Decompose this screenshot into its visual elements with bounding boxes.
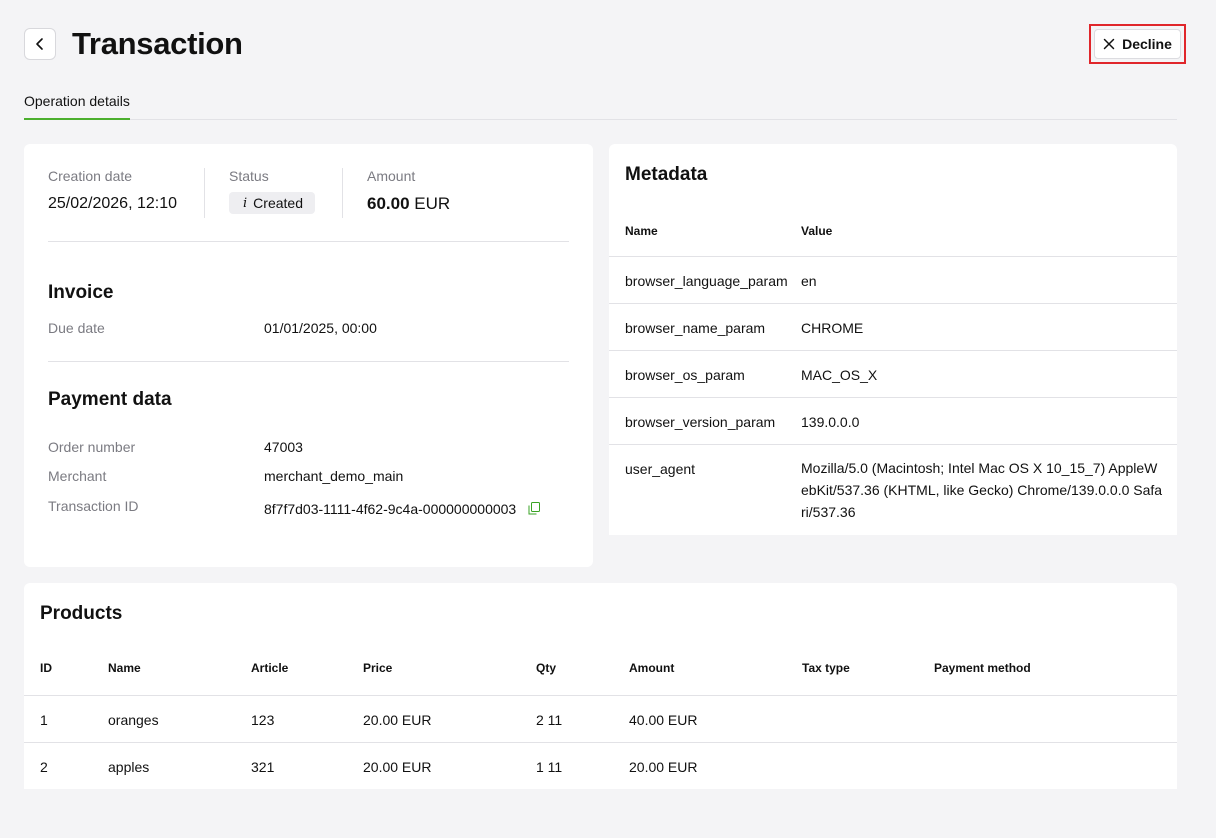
page-title: Transaction <box>72 26 243 61</box>
table-row: browser_os_param MAC_OS_X <box>609 351 1177 398</box>
order-number-label: Order number <box>48 439 136 455</box>
metadata-value: Mozilla/5.0 (Macintosh; Intel Mac OS X 1… <box>801 460 1163 520</box>
amount-label: Amount <box>367 168 416 184</box>
metadata-value: CHROME <box>801 320 864 336</box>
decline-label: Decline <box>1122 36 1172 52</box>
col-qty: Qty <box>536 661 557 675</box>
product-amount: 40.00 EUR <box>629 712 698 728</box>
product-qty: 2 11 <box>536 712 563 728</box>
col-amount: Amount <box>629 661 675 675</box>
status-badge: i Created <box>229 192 315 214</box>
creation-date-value: 25/02/2026, 12:10 <box>48 195 178 212</box>
product-qty: 1 11 <box>536 759 563 775</box>
transaction-id-label: Transaction ID <box>48 498 139 514</box>
product-name: apples <box>108 759 150 775</box>
products-table-header: ID Name Article Price Qty Amount Tax typ… <box>24 661 1177 696</box>
amount-value: 60.00 EUR <box>367 194 450 214</box>
payment-data-title: Payment data <box>48 389 172 410</box>
product-article: 321 <box>251 759 275 775</box>
invoice-title: Invoice <box>48 282 114 303</box>
product-price: 20.00 EUR <box>363 759 432 775</box>
due-date-label: Due date <box>48 320 105 336</box>
merchant-label: Merchant <box>48 468 107 484</box>
product-name: oranges <box>108 712 159 728</box>
creation-date-label: Creation date <box>48 168 133 184</box>
transaction-summary: Creation date 25/02/2026, 12:10 Status i… <box>48 168 569 242</box>
metadata-name: browser_os_param <box>625 367 745 383</box>
merchant-value: merchant_demo_main <box>264 468 404 484</box>
page-header: Transaction Decline <box>24 24 1186 66</box>
status-label: Status <box>229 168 269 184</box>
metadata-value: 139.0.0.0 <box>801 414 860 430</box>
status-value: Created <box>253 195 303 211</box>
product-article: 123 <box>251 712 275 728</box>
decline-highlight: Decline <box>1089 24 1186 64</box>
col-price: Price <box>363 661 393 675</box>
status-block: Status i Created <box>229 168 315 218</box>
metadata-col-name: Name <box>625 224 658 238</box>
table-row: 1 oranges 123 20.00 EUR 2 11 40.00 EUR <box>24 696 1177 743</box>
creation-date-block: Creation date 25/02/2026, 12:10 <box>48 168 177 218</box>
info-icon: i <box>243 195 248 211</box>
product-price: 20.00 EUR <box>363 712 432 728</box>
metadata-value: MAC_OS_X <box>801 367 878 383</box>
products-card: Products ID Name Article Price Qty Amoun… <box>24 583 1177 789</box>
metadata-table-header: Name Value <box>609 224 1177 257</box>
metadata-name: browser_language_param <box>625 273 788 289</box>
col-name: Name <box>108 661 141 675</box>
table-row: user_agent Mozilla/5.0 (Macintosh; Intel… <box>609 445 1177 535</box>
col-article: Article <box>251 661 289 675</box>
summary-divider <box>342 168 343 218</box>
transaction-id-value: 8f7f7d03-1111-4f62-9c4a-000000000003 <box>264 501 517 517</box>
amount-currency: EUR <box>414 194 451 213</box>
col-tax-type: Tax type <box>802 661 850 675</box>
summary-divider <box>204 168 205 218</box>
section-divider <box>48 361 569 362</box>
order-number-value: 47003 <box>264 439 303 455</box>
back-button[interactable] <box>24 28 56 60</box>
metadata-name: user_agent <box>625 461 696 477</box>
product-id: 2 <box>40 759 48 775</box>
chevron-left-icon <box>36 38 43 50</box>
tab-operation-details[interactable]: Operation details <box>24 90 130 120</box>
decline-button[interactable]: Decline <box>1094 29 1181 59</box>
amount-number: 60.00 <box>367 194 410 213</box>
products-title: Products <box>40 603 123 624</box>
copy-icon[interactable] <box>528 502 541 515</box>
metadata-value: en <box>801 273 817 289</box>
tab-bar: Operation details <box>24 90 1177 120</box>
metadata-name: browser_version_param <box>625 414 776 430</box>
product-amount: 20.00 EUR <box>629 759 698 775</box>
close-icon <box>1103 38 1115 50</box>
metadata-col-value: Value <box>801 224 833 238</box>
table-row: 2 apples 321 20.00 EUR 1 11 20.00 EUR <box>24 743 1177 790</box>
table-row: browser_version_param 139.0.0.0 <box>609 398 1177 445</box>
metadata-name: browser_name_param <box>625 320 766 336</box>
table-row: browser_name_param CHROME <box>609 304 1177 351</box>
col-id: ID <box>40 661 52 675</box>
col-payment-method: Payment method <box>934 661 1031 675</box>
metadata-card: Metadata Name Value browser_language_par… <box>609 144 1177 535</box>
product-id: 1 <box>40 712 48 728</box>
amount-block: Amount 60.00 EUR <box>367 168 450 218</box>
transaction-id-link[interactable]: 8f7f7d03-1111-4f62-9c4a-000000000003 <box>264 501 541 517</box>
due-date-value: 01/01/2025, 00:00 <box>264 320 377 336</box>
metadata-title: Metadata <box>625 164 708 185</box>
details-card: Creation date 25/02/2026, 12:10 Status i… <box>24 144 593 567</box>
table-row: browser_language_param en <box>609 257 1177 304</box>
